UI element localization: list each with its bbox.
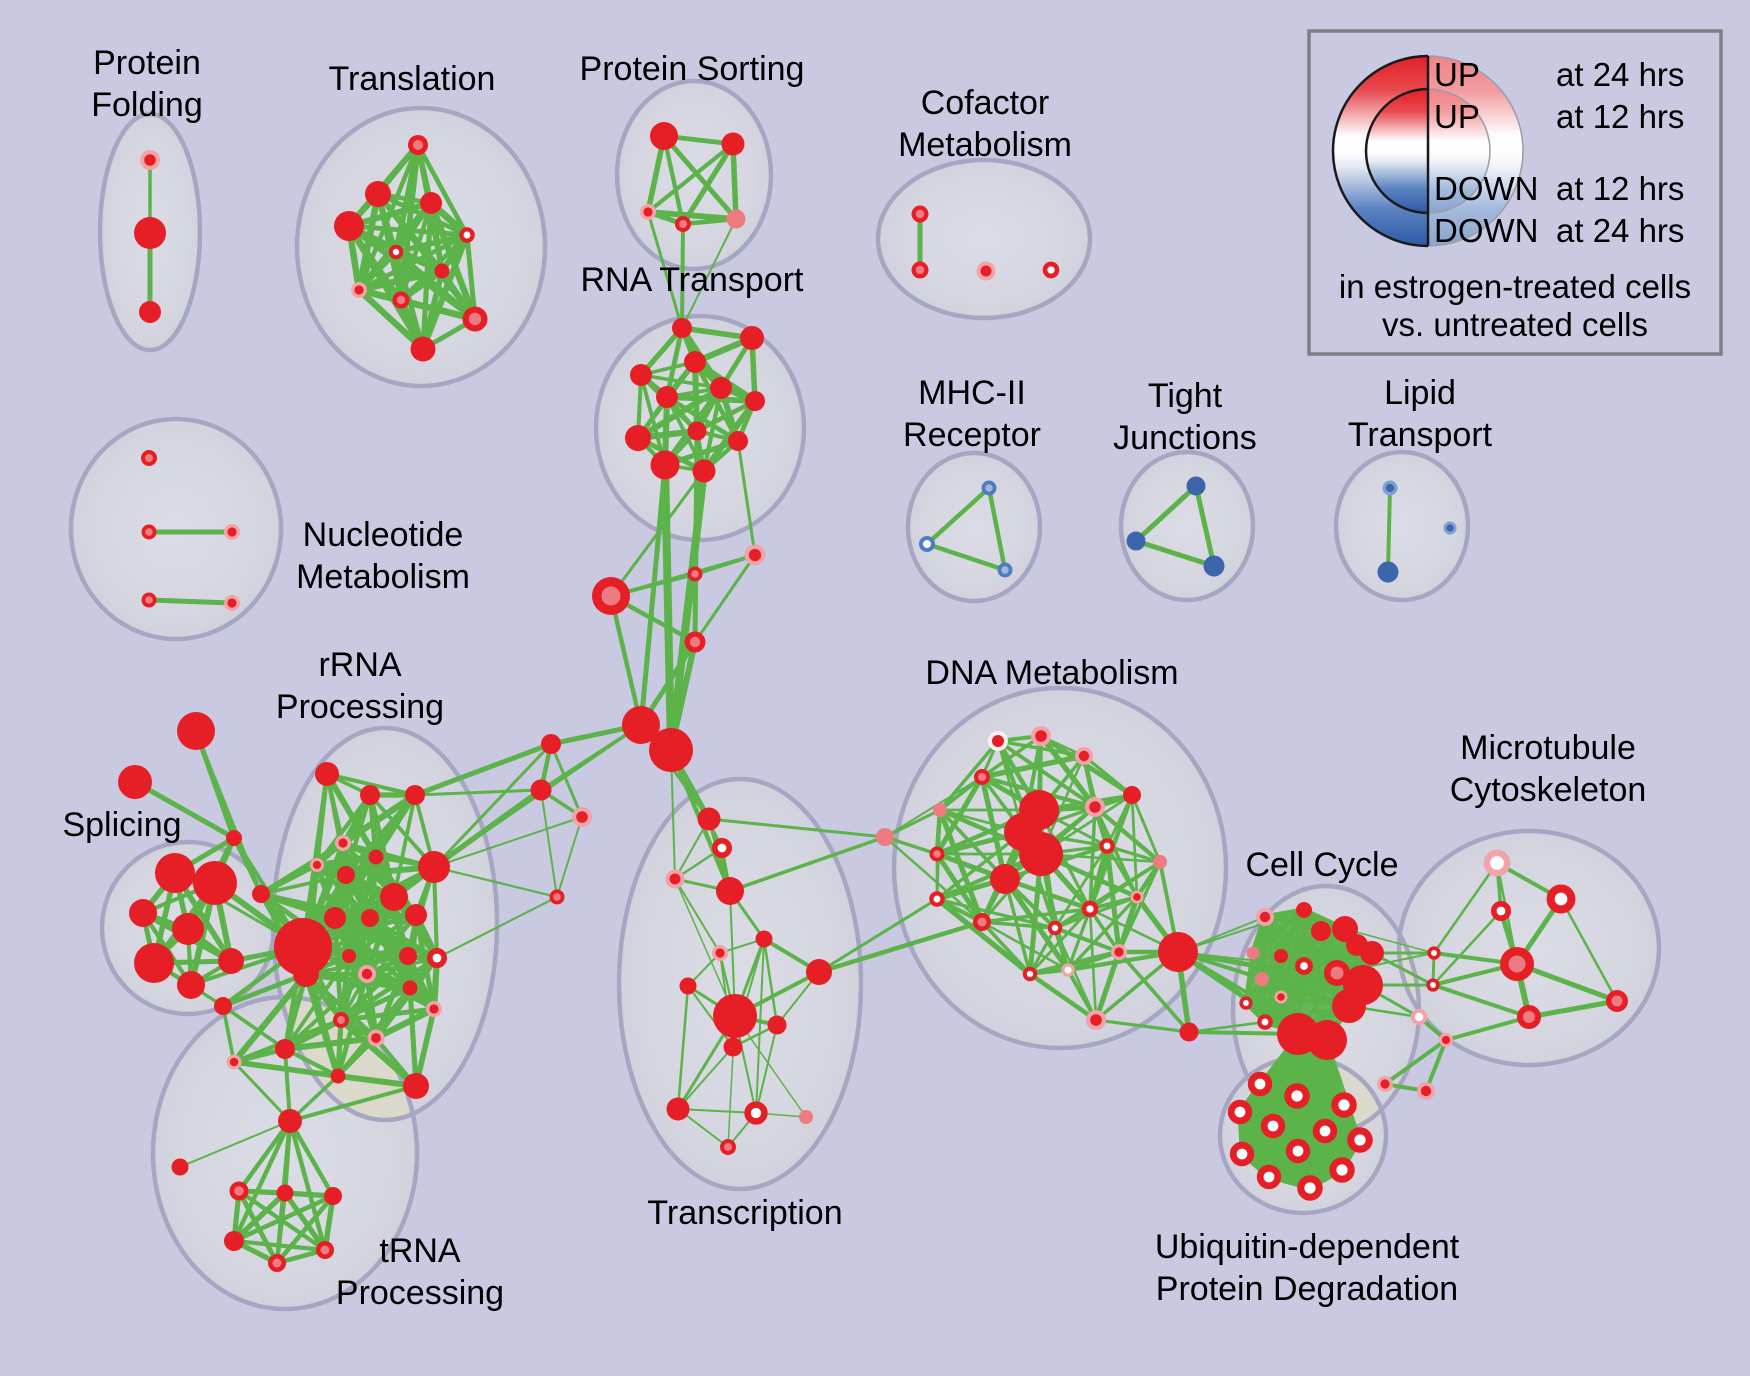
svg-text:Protein Sorting: Protein Sorting bbox=[580, 50, 805, 88]
svg-text:Nucleotide: Nucleotide bbox=[303, 516, 464, 554]
svg-text:Metabolism: Metabolism bbox=[296, 558, 470, 596]
svg-text:Protein: Protein bbox=[93, 44, 201, 82]
svg-text:Cytoskeleton: Cytoskeleton bbox=[1450, 771, 1647, 809]
svg-text:Processing: Processing bbox=[276, 688, 444, 726]
svg-text:DOWN: DOWN bbox=[1434, 170, 1538, 207]
svg-text:RNA Transport: RNA Transport bbox=[581, 261, 805, 299]
svg-text:Cofactor: Cofactor bbox=[921, 84, 1050, 122]
svg-text:Splicing: Splicing bbox=[62, 806, 181, 844]
svg-text:DNA Metabolism: DNA Metabolism bbox=[925, 654, 1178, 692]
svg-text:at 24 hrs: at 24 hrs bbox=[1556, 56, 1684, 93]
svg-text:Junctions: Junctions bbox=[1113, 419, 1257, 457]
svg-text:vs. untreated cells: vs. untreated cells bbox=[1382, 306, 1648, 343]
svg-text:at 24 hrs: at 24 hrs bbox=[1556, 212, 1684, 249]
svg-text:Transcription: Transcription bbox=[647, 1194, 842, 1232]
svg-text:Protein Degradation: Protein Degradation bbox=[1156, 1270, 1458, 1308]
svg-text:Translation: Translation bbox=[329, 60, 496, 98]
svg-text:Folding: Folding bbox=[91, 86, 203, 124]
svg-text:UP: UP bbox=[1434, 98, 1480, 135]
svg-text:Ubiquitin-dependent: Ubiquitin-dependent bbox=[1155, 1228, 1460, 1266]
svg-text:in estrogen-treated cells: in estrogen-treated cells bbox=[1339, 268, 1691, 305]
svg-text:Metabolism: Metabolism bbox=[898, 126, 1072, 164]
svg-text:Microtubule: Microtubule bbox=[1460, 729, 1636, 767]
svg-text:Transport: Transport bbox=[1348, 416, 1493, 454]
svg-text:at 12 hrs: at 12 hrs bbox=[1556, 170, 1684, 207]
svg-text:DOWN: DOWN bbox=[1434, 212, 1538, 249]
svg-text:rRNA: rRNA bbox=[318, 646, 401, 684]
svg-text:Cell Cycle: Cell Cycle bbox=[1245, 846, 1398, 884]
svg-text:at 12 hrs: at 12 hrs bbox=[1556, 98, 1684, 135]
svg-text:tRNA: tRNA bbox=[379, 1232, 461, 1270]
svg-text:Processing: Processing bbox=[336, 1274, 504, 1312]
svg-text:Lipid: Lipid bbox=[1384, 374, 1456, 412]
svg-text:Tight: Tight bbox=[1148, 377, 1223, 415]
svg-text:Receptor: Receptor bbox=[903, 416, 1041, 454]
svg-text:MHC-II: MHC-II bbox=[918, 374, 1026, 412]
svg-text:UP: UP bbox=[1434, 56, 1480, 93]
